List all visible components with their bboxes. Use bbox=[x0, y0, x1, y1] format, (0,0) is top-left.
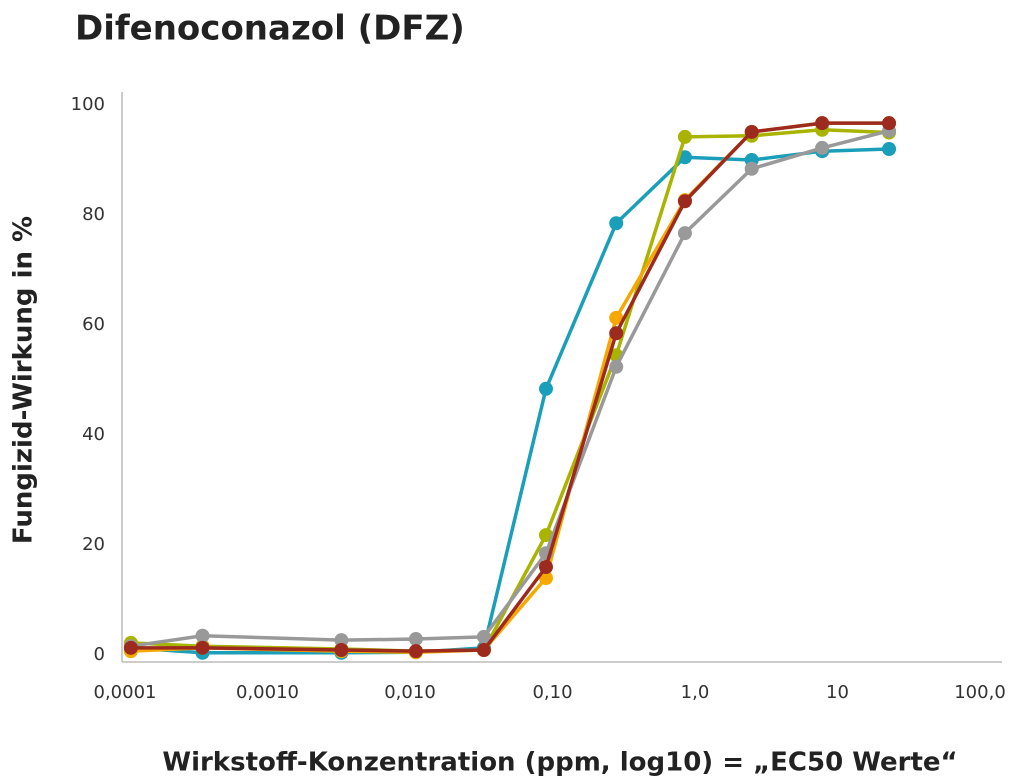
series-line bbox=[130, 128, 890, 653]
series-line bbox=[130, 121, 890, 654]
x-tick-label: 0,0010 bbox=[236, 682, 299, 703]
x-axis-label: Wirkstoff-Konzentration (ppm, log10) = „… bbox=[162, 748, 957, 778]
data-point bbox=[609, 310, 624, 325]
data-point bbox=[334, 643, 349, 658]
data-point bbox=[195, 640, 210, 655]
x-tick-label: 0,010 bbox=[384, 682, 436, 703]
data-point bbox=[882, 116, 897, 131]
data-point bbox=[677, 194, 692, 209]
data-point bbox=[123, 640, 138, 655]
data-point bbox=[677, 129, 692, 144]
data-point bbox=[476, 629, 491, 644]
x-tick-label: 100,0 bbox=[954, 682, 1006, 703]
y-tick-label: 40 bbox=[82, 424, 105, 445]
y-tick-label: 0 bbox=[94, 644, 105, 665]
data-point bbox=[815, 116, 830, 131]
data-point bbox=[677, 226, 692, 241]
data-point bbox=[195, 628, 210, 643]
series-line bbox=[130, 121, 890, 653]
data-point bbox=[476, 643, 491, 658]
data-point bbox=[609, 216, 624, 231]
data-point bbox=[744, 161, 759, 176]
y-tick-label: 100 bbox=[71, 94, 105, 115]
y-tick-label: 20 bbox=[82, 534, 105, 555]
data-point bbox=[538, 381, 553, 396]
x-tick-label: 10 bbox=[826, 682, 849, 703]
data-point bbox=[538, 528, 553, 543]
y-tick-label: 60 bbox=[82, 314, 105, 335]
x-tick-label: 1,0 bbox=[681, 682, 710, 703]
data-point bbox=[538, 560, 553, 574]
x-tick-label: 0,0001 bbox=[94, 682, 157, 703]
data-point bbox=[408, 644, 423, 659]
data-point bbox=[408, 632, 423, 647]
series-line bbox=[130, 129, 890, 648]
data-point bbox=[609, 326, 624, 341]
data-point bbox=[815, 140, 830, 155]
series-line bbox=[130, 147, 890, 655]
y-axis-label: Fungizid-Wirkung in % bbox=[9, 216, 39, 544]
x-tick-label: 0,10 bbox=[532, 682, 572, 703]
data-point bbox=[744, 124, 759, 139]
data-point bbox=[609, 359, 624, 374]
y-tick-label: 80 bbox=[82, 204, 105, 225]
data-point bbox=[882, 142, 897, 156]
chart-title: Difenoconazol (DFZ) bbox=[75, 9, 465, 49]
data-point bbox=[334, 633, 349, 648]
